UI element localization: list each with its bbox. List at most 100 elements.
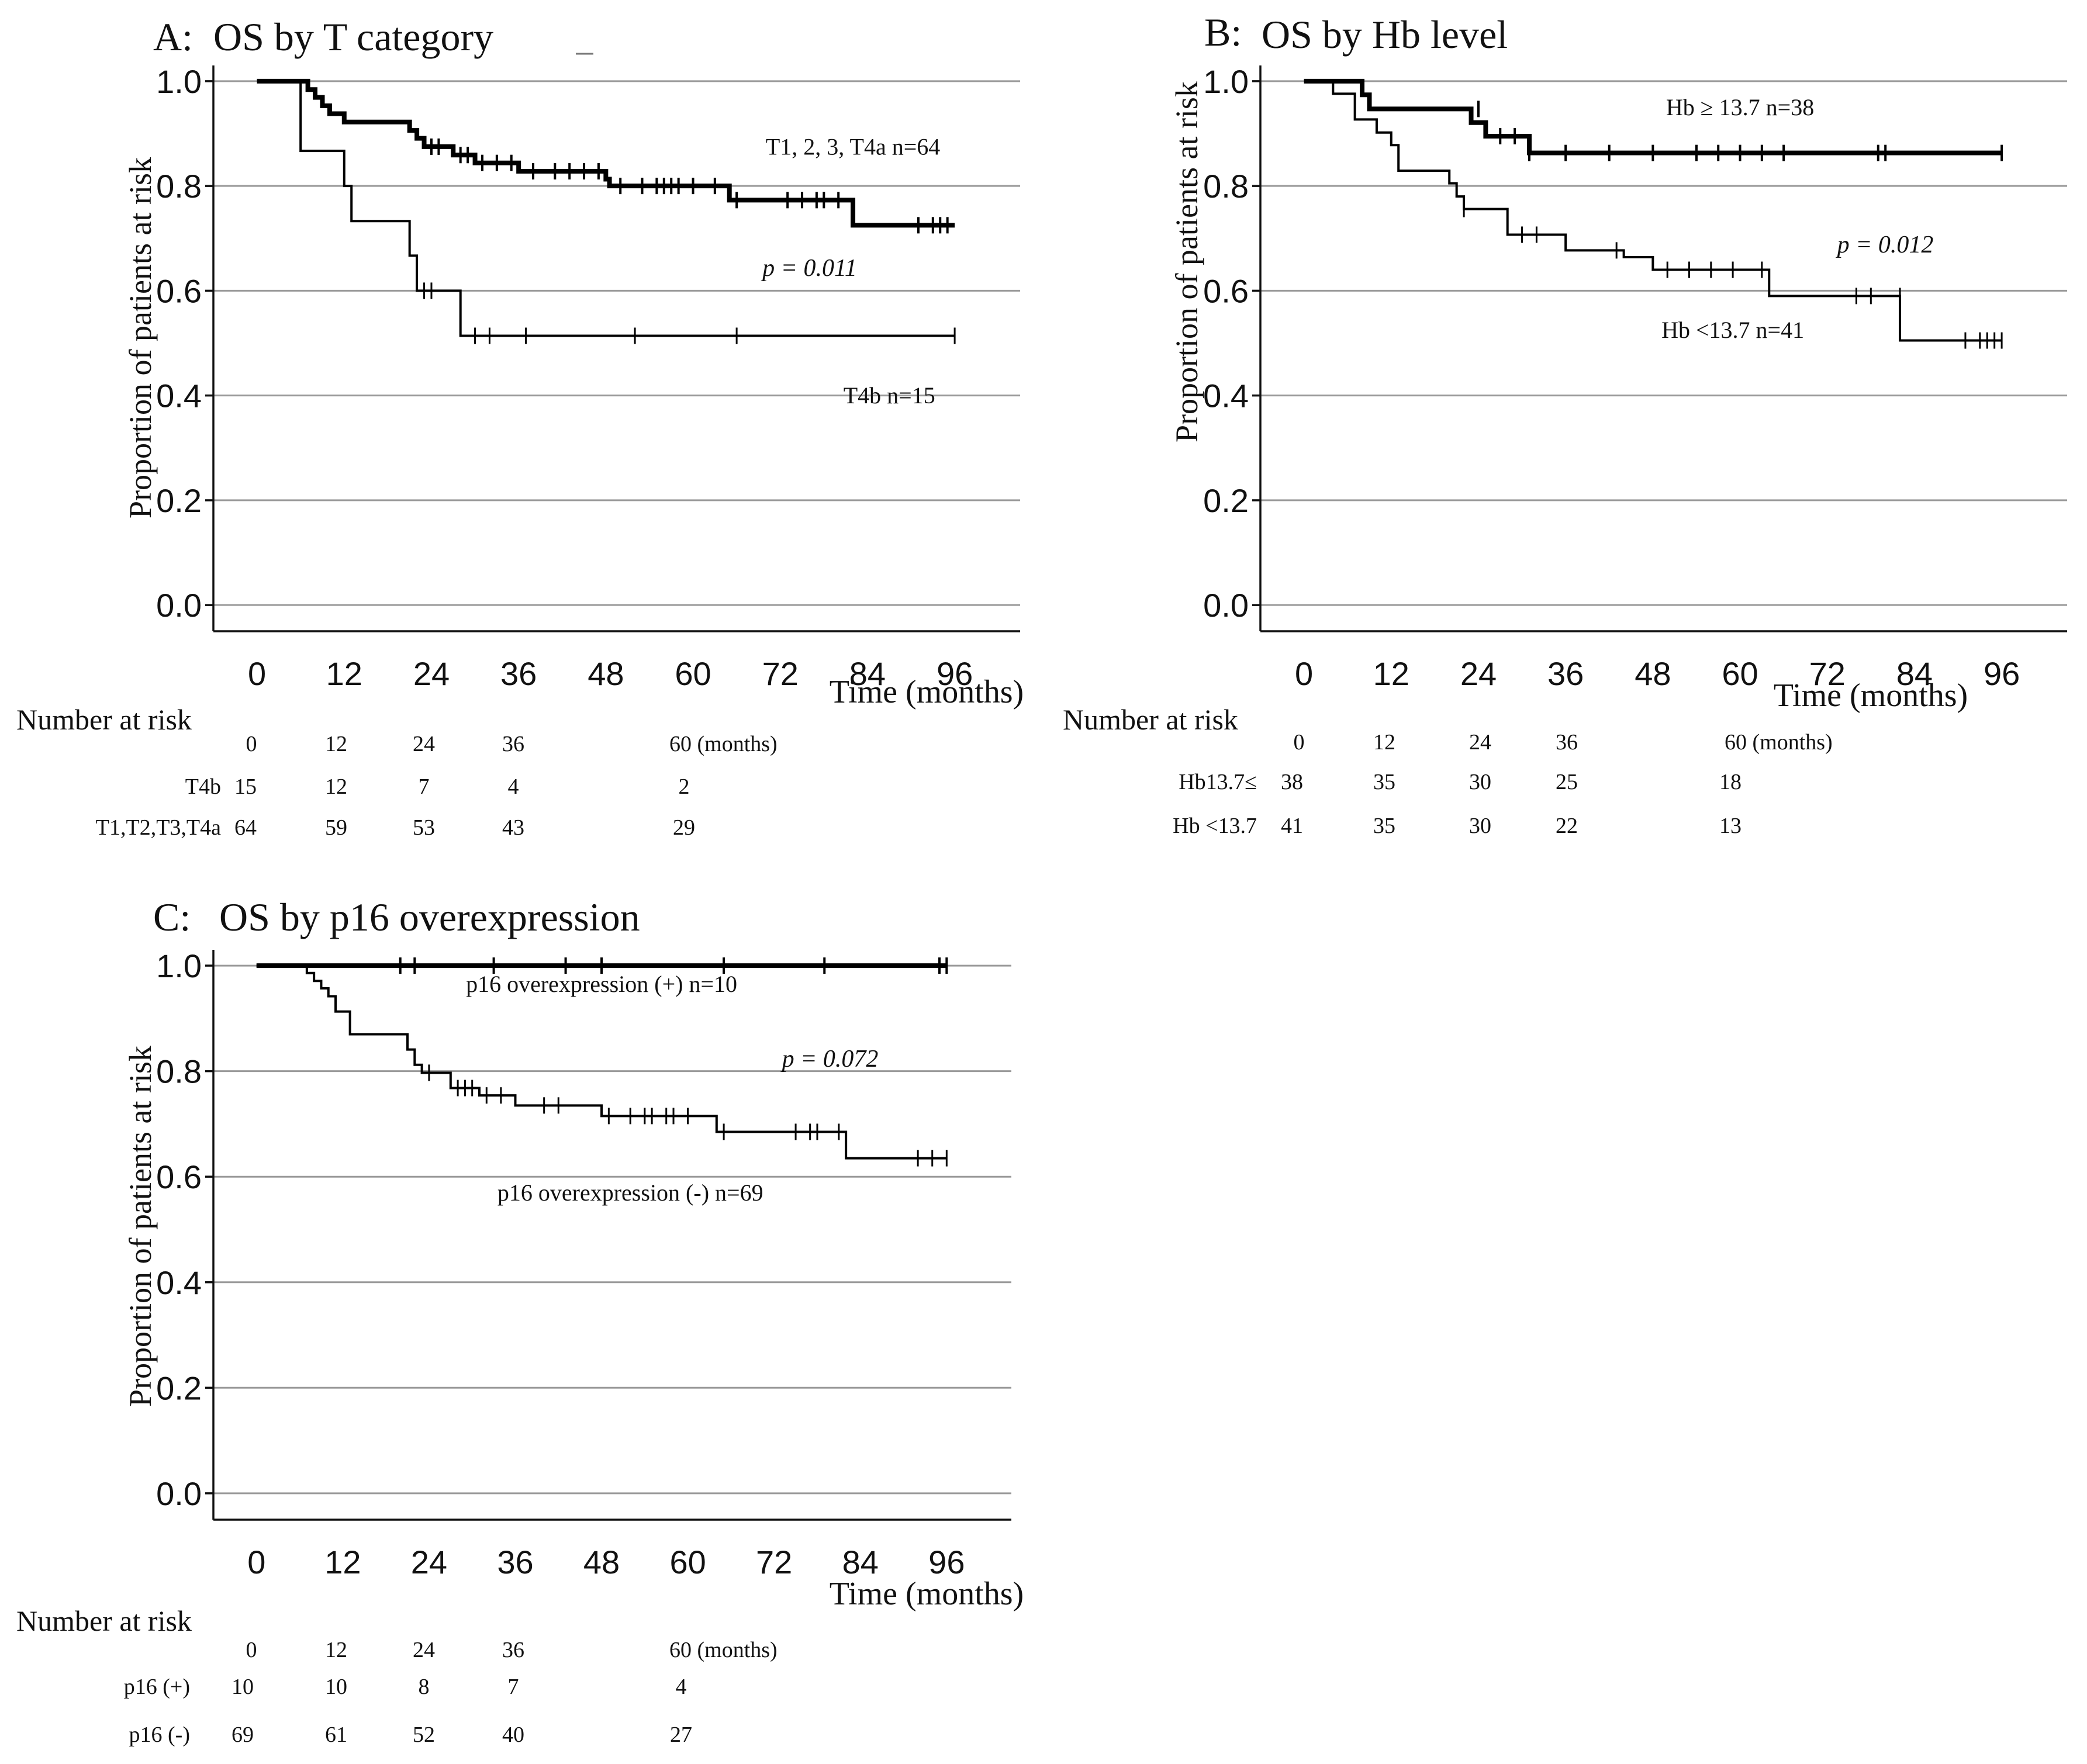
x-tick-label: 36 (497, 1544, 533, 1580)
y-tick-label: 0.8 (156, 168, 202, 205)
series-label: p16 overexpression (-) n=69 (497, 1180, 763, 1206)
y-tick-label: 0.0 (1203, 587, 1249, 624)
risk-table-time: 12 (325, 1638, 347, 1662)
risk-table-value: 30 (1469, 814, 1491, 838)
risk-table-heading: Number at risk (16, 1604, 192, 1637)
x-tick-label: 24 (1460, 655, 1497, 692)
x-tick-label: 0 (247, 1544, 265, 1580)
y-tick-label: 1.0 (1203, 63, 1249, 100)
risk-table-value: 38 (1281, 770, 1303, 794)
risk-table-value: 35 (1373, 814, 1395, 838)
risk-table-value: 4 (676, 1675, 687, 1699)
risk-table-value: 53 (413, 815, 435, 840)
x-tick-label: 96 (928, 1544, 965, 1580)
risk-table-row-label: T4b (185, 774, 221, 799)
risk-table-value: 29 (673, 815, 695, 840)
risk-table-time: 36 (502, 732, 524, 756)
panel-letter: C: (153, 895, 191, 939)
y-tick-label: 1.0 (156, 63, 202, 100)
y-tick-label: 0.6 (156, 1158, 202, 1195)
y-tick-label: 0.2 (1203, 482, 1249, 519)
x-tick-label: 84 (849, 655, 886, 692)
y-tick-label: 0.4 (1203, 378, 1249, 414)
series-line-thin (257, 79, 955, 337)
y-tick-label: 0.8 (1203, 168, 1249, 205)
risk-table-time: 60 (months) (1725, 730, 1833, 755)
series-line-thin (1304, 79, 2002, 342)
panel-title: OS by Hb level (1262, 12, 1508, 57)
y-axis-label: Proportion of patients at risk (123, 1046, 158, 1407)
series-line-thin (256, 964, 947, 1160)
risk-table-time: 60 (months) (669, 1638, 778, 1662)
risk-table-value: 10 (325, 1675, 347, 1699)
x-tick-label: 96 (937, 655, 973, 692)
x-tick-label: 0 (248, 655, 266, 692)
x-tick-label: 12 (326, 655, 362, 692)
y-tick-label: 0.6 (1203, 272, 1249, 309)
x-tick-label: 84 (842, 1544, 879, 1580)
risk-table-value: 59 (325, 815, 347, 840)
risk-table-value: 18 (1719, 770, 1742, 794)
risk-table-time: 24 (1469, 730, 1491, 755)
panel-letter: A: (153, 15, 193, 59)
x-tick-label: 24 (413, 655, 450, 692)
y-axis-label: Proportion of patients at risk (1169, 81, 1204, 442)
x-tick-label: 72 (756, 1544, 792, 1580)
risk-table-value: 69 (231, 1723, 254, 1747)
risk-table-value: 10 (231, 1675, 254, 1699)
x-tick-label: 48 (588, 655, 624, 692)
risk-table-time: 0 (246, 732, 257, 756)
series-line-bold (257, 78, 955, 228)
risk-table-value: 13 (1719, 814, 1742, 838)
y-axis-label: Proportion of patients at risk (123, 157, 158, 518)
series-label: T1, 2, 3, T4a n=64 (766, 133, 940, 160)
y-tick-label: 0.0 (156, 587, 202, 624)
risk-table-value: 4 (508, 774, 519, 799)
risk-table-value: 2 (679, 774, 690, 799)
risk-table-time: 0 (1294, 730, 1305, 755)
x-tick-label: 36 (1547, 655, 1584, 692)
x-axis-label: Time (months) (830, 674, 1024, 710)
series-label: T4b n=15 (844, 382, 935, 409)
panel-title: OS by p16 overexpression (219, 895, 640, 939)
x-axis-label: Time (months) (1774, 677, 1968, 714)
risk-table-row-label: p16 (+) (124, 1675, 190, 1699)
risk-table-time: 36 (502, 1638, 524, 1662)
risk-table-time: 24 (413, 732, 435, 756)
p-value: p = 0.072 (780, 1046, 879, 1073)
p-value: p = 0.012 (1836, 231, 1934, 258)
x-tick-label: 96 (1984, 655, 2020, 692)
risk-table-heading: Number at risk (1063, 703, 1238, 736)
y-tick-label: 1.0 (156, 947, 202, 984)
risk-table-value: 61 (325, 1723, 347, 1747)
y-tick-label: 0.2 (156, 1369, 202, 1406)
x-tick-label: 0 (1295, 655, 1313, 692)
risk-table-value: 8 (419, 1675, 430, 1699)
x-tick-label: 48 (583, 1544, 620, 1580)
x-tick-label: 24 (411, 1544, 447, 1580)
x-tick-label: 84 (1896, 655, 1933, 692)
risk-table-heading: Number at risk (16, 703, 192, 736)
x-tick-label: 72 (762, 655, 799, 692)
risk-table-time: 12 (325, 732, 347, 756)
panel-a: A: OS by T category 0.0 0.2 0.4 0.6 0.8 1.0 0 12 2… (16, 15, 1024, 840)
y-tick-label: 0.4 (156, 378, 202, 414)
risk-table-row-label: Hb <13.7 (1173, 814, 1257, 838)
x-tick-label: 12 (324, 1544, 361, 1580)
series-label: Hb <13.7 n=41 (1661, 317, 1804, 343)
risk-table-time: 36 (1556, 730, 1578, 755)
risk-table-row-label: p16 (-) (129, 1723, 190, 1747)
risk-table-value: 40 (502, 1723, 524, 1747)
y-tick-label: 0.6 (156, 272, 202, 309)
risk-table-value: 27 (670, 1723, 692, 1747)
risk-table-value: 12 (325, 774, 347, 799)
risk-table-time: 60 (months) (669, 732, 778, 756)
y-tick-label: 0.8 (156, 1053, 202, 1090)
y-tick-label: 0.2 (156, 482, 202, 519)
x-tick-label: 60 (675, 655, 711, 692)
risk-table-value: 64 (234, 815, 257, 840)
x-tick-label: 72 (1809, 655, 1846, 692)
risk-table-value: 35 (1373, 770, 1395, 794)
x-tick-label: 60 (669, 1544, 706, 1580)
